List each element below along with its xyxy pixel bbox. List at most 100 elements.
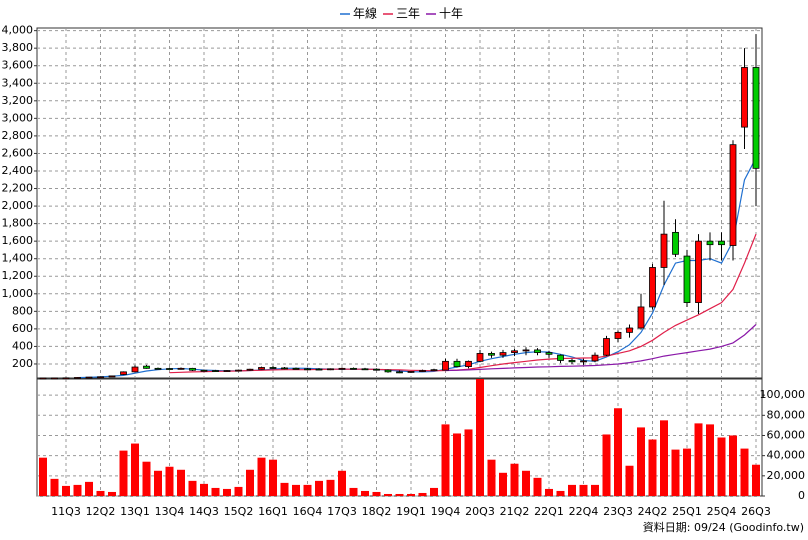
volume-bar [142, 461, 151, 496]
y2-tick-label: 40,000 [767, 449, 806, 462]
y-tick-label: 1,000 [2, 287, 34, 300]
volume-bar [154, 470, 162, 496]
x-tick-label: 13Q4 [155, 505, 185, 518]
candle-body [557, 354, 564, 361]
x-tick-label: 22Q4 [569, 505, 599, 518]
volume-bar [510, 463, 519, 496]
volume-bar [556, 490, 565, 496]
y-tick-label: 3,400 [2, 76, 34, 89]
volume-bar [395, 493, 404, 496]
x-tick-label: 25Q4 [707, 505, 737, 518]
candle-body [373, 368, 380, 371]
volume-bar [625, 465, 634, 496]
candle-body [741, 67, 748, 128]
legend-label: 年線 [353, 6, 377, 21]
volume-bar [430, 487, 438, 496]
candle-body [672, 231, 679, 255]
candle-body [718, 240, 725, 246]
volume-bar [73, 484, 82, 496]
y2-tick-label: 20,000 [767, 469, 806, 482]
volume-bar [200, 483, 208, 496]
y-tick-label: 2,000 [2, 199, 34, 212]
volume-bar [694, 423, 703, 496]
volume-bar [326, 479, 335, 496]
candle-body [269, 367, 277, 369]
candle-body [154, 367, 162, 370]
candle-body [649, 267, 656, 308]
x-tick-label: 20Q3 [465, 505, 495, 518]
y-tick-label: 3,600 [2, 59, 34, 72]
y2-tick-label: 100,000 [760, 388, 806, 401]
volume-bar [441, 424, 450, 496]
y-tick-label: 200 [12, 357, 33, 370]
candle-body [706, 240, 714, 246]
volume-bar [177, 469, 185, 496]
candle-body [430, 369, 438, 372]
candle-body [131, 366, 139, 373]
candle-body [476, 353, 484, 362]
candle-body [453, 360, 461, 367]
x-tick-label: 11Q3 [51, 505, 81, 518]
volume-bar [108, 491, 116, 496]
x-tick-label: 13Q1 [120, 505, 150, 518]
candle-body [683, 255, 691, 303]
x-tick-label: 15Q2 [224, 505, 254, 518]
y-tick-label: 3,000 [2, 111, 34, 124]
volume-bar [418, 492, 427, 496]
y2-tick-label: 60,000 [767, 428, 806, 441]
candle-body [361, 368, 369, 371]
volume-bar [62, 485, 70, 496]
y-tick-label: 600 [12, 322, 33, 335]
volume-bar [39, 457, 47, 496]
candle-body [177, 367, 185, 370]
candle-body [752, 67, 760, 169]
candle-body [626, 327, 633, 333]
y-tick-label: 1,200 [2, 269, 34, 282]
candle-body [315, 368, 323, 371]
candle-body [637, 306, 645, 329]
x-tick-label: 16Q1 [258, 505, 288, 518]
x-tick-label: 16Q4 [293, 505, 323, 518]
volume-bar [591, 484, 599, 496]
candle-body [442, 360, 449, 371]
y-tick-label: 1,600 [2, 234, 34, 247]
legend-label: 三年 [396, 7, 420, 21]
x-tick-label: 25Q1 [672, 505, 702, 518]
candle-body [97, 376, 104, 379]
candle-body [281, 367, 288, 370]
volume-bar [315, 480, 323, 496]
volume-bar [499, 472, 507, 496]
y-tick-label: 3,200 [2, 94, 34, 107]
volume-bar [303, 484, 312, 496]
volume-bar [50, 478, 59, 496]
volume-bar [660, 420, 668, 496]
volume-bar [257, 457, 266, 496]
volume-bar [292, 484, 300, 496]
volume-bar [453, 433, 461, 496]
y2-tick-label: 0 [798, 489, 805, 502]
volume-bar [361, 490, 369, 496]
volume-bar [338, 470, 346, 496]
volume-bar [464, 429, 473, 496]
candle-body [591, 354, 599, 362]
legend: 年線 三年 十年 [340, 6, 463, 21]
candle-body [51, 377, 58, 380]
x-tick-label: 19Q4 [431, 505, 461, 518]
volume-bar [740, 448, 749, 496]
candle-body [120, 371, 127, 375]
candle-body [189, 367, 196, 371]
y-tick-label: 2,800 [2, 129, 34, 142]
y-tick-label: 4,000 [2, 24, 34, 37]
candle-body [660, 233, 668, 268]
volume-bar [729, 435, 737, 496]
volume-bar [407, 493, 415, 496]
y-tick-label: 2,600 [2, 146, 34, 159]
x-tick-label: 19Q1 [396, 505, 426, 518]
volume-bar [246, 469, 254, 496]
candle-body [407, 371, 415, 373]
x-tick-label: 22Q1 [534, 505, 564, 518]
volume-bar [131, 443, 139, 496]
x-tick-label: 24Q2 [638, 505, 668, 518]
legend-label: 十年 [439, 7, 463, 21]
